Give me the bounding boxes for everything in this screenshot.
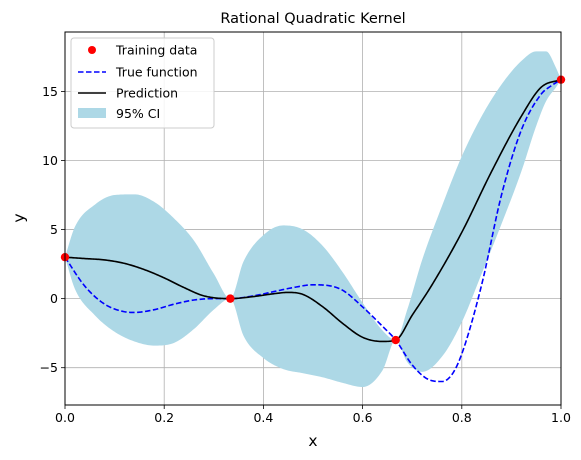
y-axis-ticks: −5 0 5 10 15 (40, 84, 65, 375)
prediction-line (64, 78, 562, 343)
chart-title: Rational Quadratic Kernel (220, 11, 405, 27)
x-tick-label: 0.8 (452, 410, 472, 425)
legend-ci-patch (78, 108, 106, 118)
training-point (391, 335, 400, 345)
legend: Training data True function Prediction 9… (70, 37, 215, 129)
y-tick-label: 10 (42, 153, 58, 168)
plot-frame (64, 31, 562, 406)
legend-ci-label: 95% CI (116, 106, 160, 121)
true-function-line (64, 78, 562, 383)
legend-true-label: True function (115, 65, 198, 80)
y-tick-label: 15 (42, 84, 58, 99)
x-tick-label: 0.6 (353, 410, 373, 425)
y-tick-label: 0 (50, 291, 58, 306)
x-tick-label: 1.0 (551, 410, 571, 425)
prediction-layer (64, 78, 562, 343)
legend-frame (70, 37, 215, 129)
x-tick-label: 0.4 (253, 410, 273, 425)
ci-band (65, 51, 561, 388)
y-axis-label: y (10, 213, 28, 222)
x-tick-label: 0.2 (154, 410, 174, 425)
y-tick-label: 5 (50, 222, 58, 237)
x-axis-ticks: 0.0 0.2 0.4 0.6 0.8 1.0 (55, 405, 571, 425)
legend-prediction-label: Prediction (116, 86, 178, 101)
legend-training-label: Training data (115, 43, 197, 58)
ci-layer (65, 51, 561, 388)
legend-training-marker (88, 46, 96, 54)
training-point (226, 294, 235, 303)
y-tick-label: −5 (40, 360, 58, 375)
x-axis-label: x (308, 432, 317, 450)
true-function-layer (64, 78, 562, 383)
x-tick-label: 0.0 (55, 410, 75, 425)
